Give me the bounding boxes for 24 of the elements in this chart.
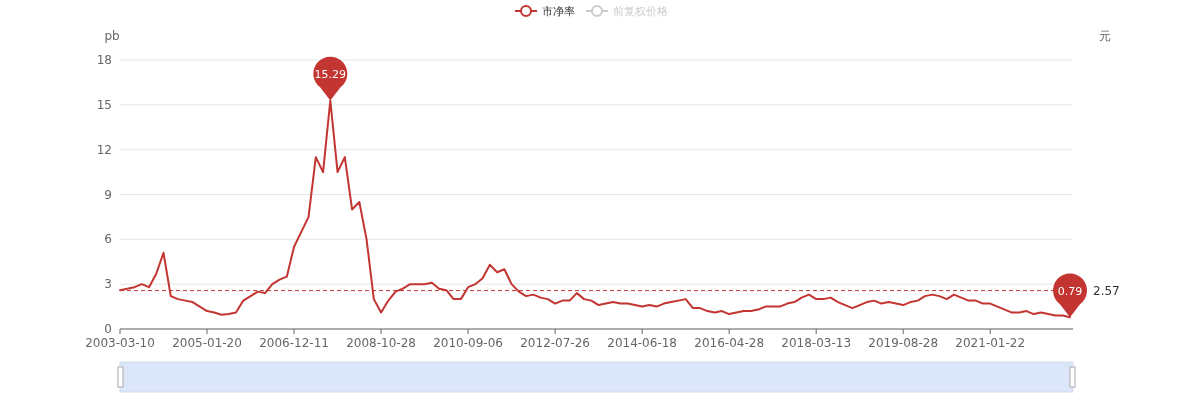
x-tick-label: 2005-01-20 bbox=[172, 336, 242, 350]
x-tick-label: 2010-09-06 bbox=[433, 336, 503, 350]
y-tick-label: 15 bbox=[96, 97, 112, 112]
y-tick-label: 0 bbox=[104, 322, 112, 336]
x-tick-label: 2008-10-28 bbox=[346, 336, 416, 350]
y-tick-label: 18 bbox=[96, 53, 112, 67]
y-tick-label: 3 bbox=[104, 277, 112, 292]
x-tick-label: 2018-03-13 bbox=[781, 336, 852, 350]
y2-axis-title: 元 bbox=[1099, 29, 1111, 43]
x-tick-label: 2016-04-28 bbox=[694, 336, 765, 350]
y-tick-label: 9 bbox=[104, 187, 112, 202]
x-tick-label: 2019-08-28 bbox=[868, 336, 939, 350]
annotation: 0.79 bbox=[1057, 285, 1083, 299]
x-tick-label: 2012-07-26 bbox=[520, 336, 590, 350]
x-tick-label: 2003-03-10 bbox=[85, 336, 155, 350]
y-tick-label: 6 bbox=[104, 232, 112, 247]
annotation: 15.29 bbox=[314, 68, 347, 82]
x-tick-label: 2021-01-22 bbox=[955, 336, 1026, 350]
y-tick-label: 12 bbox=[96, 142, 112, 157]
x-tick-label: 2014-06-18 bbox=[607, 336, 678, 350]
legend-label: 市净率 bbox=[542, 5, 575, 18]
x-tick-label: 2006-12-11 bbox=[259, 336, 329, 350]
ref-line-label: 2.57 bbox=[1093, 283, 1120, 298]
y-axis-title: pb bbox=[104, 29, 120, 43]
